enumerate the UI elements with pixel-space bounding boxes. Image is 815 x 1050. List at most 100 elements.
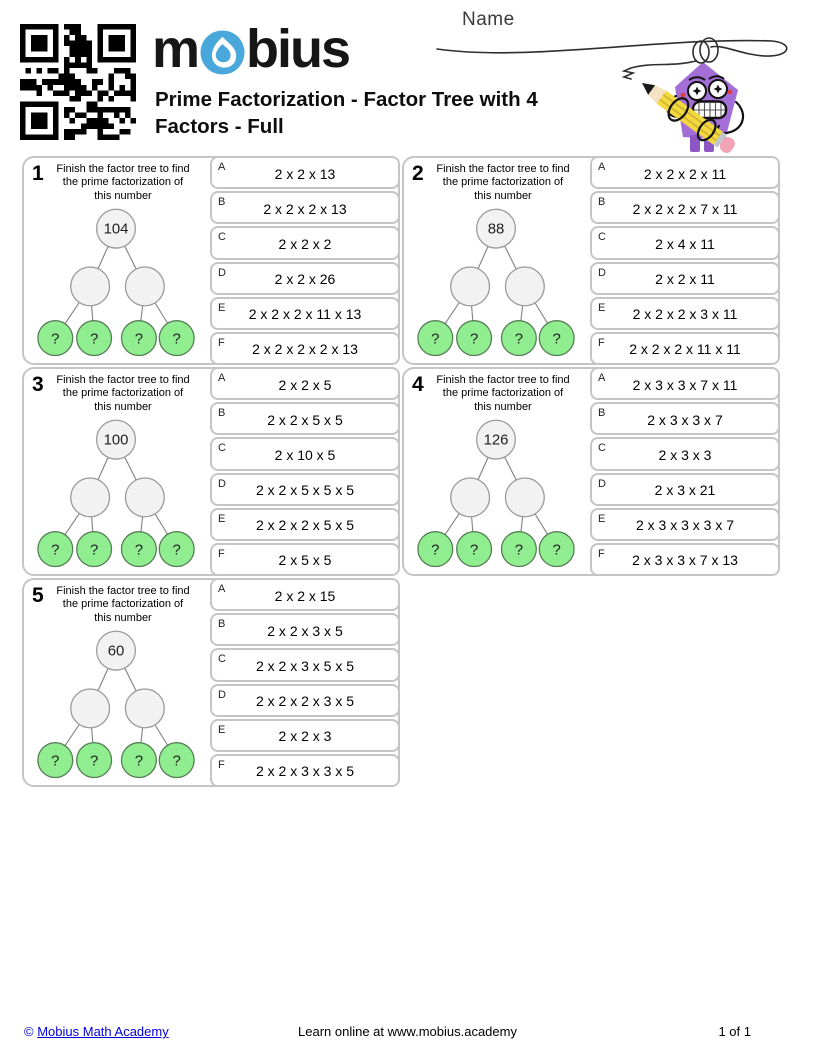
- answer-option[interactable]: F 2 x 2 x 3 x 3 x 5: [210, 753, 400, 788]
- problem-card: 1 Finish the factor tree to find the pri…: [22, 156, 400, 366]
- leaf-question-mark: ?: [51, 331, 59, 348]
- leaf-node[interactable]: [500, 320, 537, 357]
- factor-tree-area: 2 Finish the factor tree to find the pri…: [404, 158, 592, 363]
- answer-option[interactable]: F 2 x 2 x 2 x 2 x 13: [210, 331, 400, 366]
- answer-option[interactable]: B 2 x 2 x 5 x 5: [210, 402, 400, 436]
- answer-letter: B: [218, 407, 226, 420]
- leaf-node[interactable]: [417, 531, 454, 568]
- branch-node: [450, 477, 491, 518]
- leaf-node[interactable]: [37, 320, 74, 357]
- answer-option[interactable]: B 2 x 2 x 3 x 5: [210, 613, 400, 647]
- branch-node: [504, 266, 545, 307]
- answer-option[interactable]: A 2 x 3 x 3 x 7 x 11: [590, 367, 780, 401]
- answer-option[interactable]: D 2 x 3 x 21: [590, 472, 780, 506]
- leaf-node[interactable]: [456, 531, 493, 568]
- qr-code-icon: [20, 24, 136, 140]
- root-node: [95, 208, 137, 249]
- answer-option[interactable]: B 2 x 2 x 2 x 7 x 11: [590, 191, 780, 225]
- problem-card: 4 Finish the factor tree to find the pri…: [402, 367, 780, 577]
- problem-number: 5: [32, 584, 44, 607]
- answer-letter: C: [218, 442, 226, 455]
- answer-letter: A: [598, 161, 606, 173]
- branch-node: [124, 688, 165, 729]
- leaf-node[interactable]: [538, 531, 575, 568]
- answer-option[interactable]: E 2 x 2 x 3: [210, 718, 400, 752]
- problem-number: 4: [412, 373, 424, 396]
- answer-option[interactable]: A 2 x 2 x 2 x 11: [590, 156, 780, 190]
- answer-value: 2 x 3 x 21: [654, 482, 716, 499]
- answer-option[interactable]: B 2 x 2 x 2 x 13: [210, 191, 400, 225]
- answer-value: 2 x 2 x 5: [278, 376, 332, 393]
- root-number: 60: [108, 643, 125, 660]
- answer-option[interactable]: D 2 x 2 x 5 x 5 x 5: [210, 472, 400, 506]
- answer-letter: E: [218, 301, 226, 314]
- leaf-node[interactable]: [120, 531, 157, 568]
- answer-value: 2 x 5 x 5: [278, 552, 332, 569]
- leaf-node[interactable]: [37, 531, 74, 568]
- answer-option[interactable]: A 2 x 2 x 15: [210, 578, 400, 612]
- answer-letter: E: [218, 512, 226, 525]
- answer-option[interactable]: A 2 x 2 x 13: [210, 156, 400, 190]
- answer-letter: F: [218, 547, 225, 560]
- root-node: [475, 419, 517, 460]
- leaf-node[interactable]: [158, 742, 195, 779]
- answer-options: A 2 x 2 x 5 B 2 x 2 x 5 x 5 C 2 x 10 x 5 D 2 x …: [210, 367, 400, 577]
- answer-option[interactable]: A 2 x 2 x 5: [210, 367, 400, 401]
- leaf-question-mark: ?: [431, 542, 439, 559]
- answer-option[interactable]: E 2 x 2 x 2 x 3 x 11: [590, 296, 780, 330]
- leaf-node[interactable]: [500, 531, 537, 568]
- leaf-question-mark: ?: [553, 542, 561, 559]
- leaf-question-mark: ?: [553, 331, 561, 348]
- answer-value: 2 x 3 x 3 x 7: [647, 411, 723, 428]
- answer-option[interactable]: F 2 x 5 x 5: [210, 542, 400, 577]
- pencil-icon: [642, 83, 735, 153]
- leaf-node[interactable]: [76, 531, 113, 568]
- leaf-node[interactable]: [456, 320, 493, 357]
- answer-option[interactable]: B 2 x 3 x 3 x 7: [590, 402, 780, 436]
- answer-option[interactable]: C 2 x 4 x 11: [590, 226, 780, 260]
- leaf-node[interactable]: [120, 320, 157, 357]
- answer-option[interactable]: D 2 x 2 x 11: [590, 261, 780, 295]
- problem-instruction: Finish the factor tree to find the prime…: [56, 163, 190, 202]
- mobius-logo: m bius: [152, 22, 351, 76]
- answer-letter: E: [598, 301, 606, 314]
- leaf-node[interactable]: [37, 742, 74, 779]
- leaf-node[interactable]: [158, 320, 195, 357]
- factor-tree-area: 3 Finish the factor tree to find the pri…: [24, 369, 212, 574]
- root-node: [475, 208, 517, 249]
- answer-letter: F: [218, 336, 225, 349]
- answer-option[interactable]: C 2 x 3 x 3: [590, 437, 780, 471]
- answer-letter: B: [598, 407, 606, 420]
- leaf-node[interactable]: [120, 742, 157, 779]
- answer-option[interactable]: C 2 x 2 x 3 x 5 x 5: [210, 648, 400, 682]
- answer-option[interactable]: C 2 x 2 x 2: [210, 226, 400, 260]
- factor-tree: 126????: [417, 419, 575, 568]
- answer-letter: F: [598, 547, 605, 560]
- leaf-node[interactable]: [76, 320, 113, 357]
- leaf-question-mark: ?: [90, 542, 98, 559]
- answer-option[interactable]: C 2 x 10 x 5: [210, 437, 400, 471]
- publisher-link[interactable]: Mobius Math Academy: [37, 1024, 169, 1039]
- problem-number: 3: [32, 373, 44, 396]
- answer-option[interactable]: E 2 x 2 x 2 x 5 x 5: [210, 507, 400, 541]
- problem-instruction: Finish the factor tree to find the prime…: [56, 374, 190, 413]
- leaf-node[interactable]: [538, 320, 575, 357]
- name-label: Name: [462, 9, 515, 30]
- answer-option[interactable]: D 2 x 2 x 26: [210, 261, 400, 295]
- root-node: [95, 630, 137, 671]
- leaf-node[interactable]: [76, 742, 113, 779]
- factor-tree: 88????: [417, 208, 575, 357]
- branch-node: [70, 688, 111, 729]
- leaf-node[interactable]: [417, 320, 454, 357]
- answer-option[interactable]: E 2 x 3 x 3 x 3 x 7: [590, 507, 780, 541]
- answer-option[interactable]: E 2 x 2 x 2 x 11 x 13: [210, 296, 400, 330]
- answer-option[interactable]: D 2 x 2 x 2 x 3 x 5: [210, 683, 400, 717]
- leaf-node[interactable]: [158, 531, 195, 568]
- answer-options: A 2 x 2 x 2 x 11 B 2 x 2 x 2 x 7 x 11 C 2 x 4…: [590, 156, 780, 366]
- answer-option[interactable]: F 2 x 2 x 2 x 11 x 11: [590, 331, 780, 366]
- answer-option[interactable]: F 2 x 3 x 3 x 7 x 13: [590, 542, 780, 577]
- problem-card: 3 Finish the factor tree to find the pri…: [22, 367, 400, 577]
- branch-node: [70, 266, 111, 307]
- factor-tree: 60????: [37, 630, 195, 779]
- answer-value: 2 x 3 x 3: [658, 446, 712, 463]
